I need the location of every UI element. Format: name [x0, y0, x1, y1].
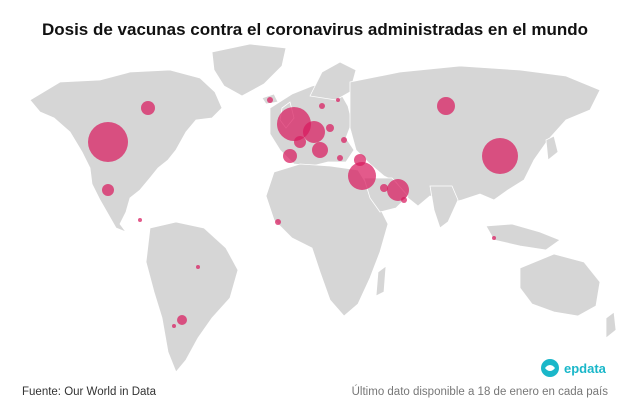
bubble-chile — [177, 315, 187, 325]
land-north-america — [29, 69, 223, 233]
land-south-america — [145, 221, 239, 373]
bubble-russia — [437, 97, 455, 115]
land-new-zealand — [605, 311, 617, 339]
map-title: Dosis de vacunas contra el coronavirus a… — [41, 20, 589, 39]
bubble-brazil — [196, 265, 200, 269]
land-africa — [265, 163, 389, 317]
bubble-layer — [88, 97, 518, 328]
land-greenland — [211, 43, 287, 97]
epdata-logo-icon — [541, 359, 559, 377]
bubble-iceland — [267, 97, 273, 103]
land-australia — [519, 253, 601, 317]
epdata-logo-text: epdata — [564, 360, 606, 376]
bubble-mexico — [102, 184, 114, 196]
bubble-uk — [277, 107, 311, 141]
bubble-guinea — [275, 219, 281, 225]
land-india — [429, 185, 459, 229]
land-japan — [545, 135, 559, 161]
land-scandinavia — [309, 61, 357, 101]
bubble-estonia — [336, 98, 340, 102]
bubble-argentina — [172, 324, 176, 328]
bubble-israel — [348, 162, 376, 190]
date-note: Último dato disponible a 18 de enero en … — [351, 386, 608, 398]
bubble-costa-rica — [138, 218, 142, 222]
bubble-denmark — [319, 103, 325, 109]
source-note: Fuente: Our World in Data — [22, 386, 157, 398]
bubble-uae — [387, 179, 409, 201]
bubble-indonesia — [492, 236, 496, 240]
land-madagascar — [375, 265, 387, 297]
land-layer — [29, 43, 617, 373]
bubble-france — [294, 136, 306, 148]
bubble-oman — [401, 197, 407, 203]
bubble-bahrain — [380, 184, 388, 192]
bubble-poland — [326, 124, 334, 132]
bubble-italy — [312, 142, 328, 158]
bubble-germany — [303, 121, 325, 143]
epdata-logo: epdata — [540, 358, 606, 378]
bubble-spain — [283, 149, 297, 163]
land-se-asia-islands — [485, 223, 561, 251]
bubble-canada-east — [141, 101, 155, 115]
land-asia — [349, 65, 601, 207]
bubble-greece — [337, 155, 343, 161]
bubble-romania — [341, 137, 347, 143]
bubble-china — [482, 138, 518, 174]
bubble-usa — [88, 122, 128, 162]
